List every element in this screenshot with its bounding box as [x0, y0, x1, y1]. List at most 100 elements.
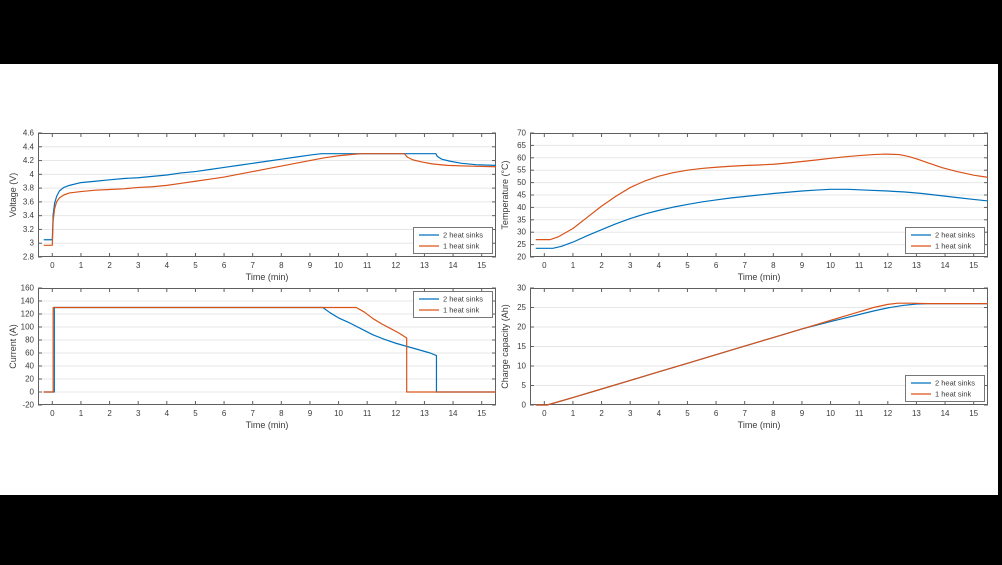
x-tick-label: 14 — [449, 261, 458, 270]
y-tick-label: 4.2 — [23, 156, 35, 165]
y-tick-label: 2.8 — [23, 253, 35, 262]
plot-temperature: 0 1 2 3 4 5 6 7 8 9 10 11 12 13 14 15 20 25 30 35 40 45 50 55 60… — [498, 120, 998, 285]
x-tick-label: 4 — [165, 261, 170, 270]
x-tick-label: 7 — [742, 261, 747, 270]
x-tick-label: 11 — [855, 409, 864, 418]
x-tick-label: 9 — [800, 409, 805, 418]
x-tick-label: 5 — [685, 409, 690, 418]
legend: 2 heat sinks 1 heat sink — [905, 375, 985, 402]
y-tick-label: 4.6 — [23, 129, 35, 138]
y-tick-label: 120 — [21, 310, 35, 319]
x-tick-label: 12 — [391, 409, 400, 418]
x-tick-label: 15 — [969, 409, 978, 418]
x-tick-label: 9 — [800, 261, 805, 270]
x-tick-label: 3 — [628, 261, 633, 270]
y-tick-label: 3.6 — [23, 197, 35, 206]
legend: 2 heat sinks 1 heat sink — [413, 227, 493, 254]
legend-label: 1 heat sink — [443, 306, 480, 315]
y-tick-label: 60 — [25, 349, 34, 358]
y-tick-label: 30 — [517, 228, 526, 237]
x-tick-label: 8 — [279, 409, 284, 418]
y-tick-label: 10 — [517, 362, 526, 371]
y-tick-label: 100 — [21, 323, 35, 332]
x-tick-label: 10 — [826, 261, 835, 270]
x-tick-label: 13 — [912, 409, 921, 418]
axes-box — [38, 133, 496, 257]
x-tick-label: 12 — [883, 409, 892, 418]
y-axis-label: Current (A) — [8, 324, 18, 369]
y-tick-label: 20 — [25, 375, 34, 384]
y-tick-label: -20 — [22, 401, 34, 410]
y-tick-label: 55 — [517, 166, 526, 175]
x-tick-label: 13 — [420, 261, 429, 270]
series-line-1-heat-sink — [535, 153, 989, 241]
series-line-1-heat-sink — [535, 302, 988, 406]
x-tick-label: 2 — [107, 409, 112, 418]
x-tick-label: 2 — [599, 409, 604, 418]
x-tick-label: 11 — [855, 261, 864, 270]
y-tick-label: 4.4 — [23, 142, 35, 151]
y-tick-label: 40 — [25, 362, 34, 371]
x-tick-label: 10 — [334, 409, 343, 418]
series-line-1-heat-sink — [43, 306, 496, 393]
x-axis-label: Time (min) — [246, 420, 289, 430]
legend-box — [413, 227, 493, 254]
legend-box — [905, 227, 985, 254]
y-tick-label: 50 — [517, 178, 526, 187]
letterbox-bottom — [0, 495, 1002, 565]
x-tick-label: 4 — [165, 409, 170, 418]
x-tick-label: 5 — [685, 261, 690, 270]
x-tick-label: 13 — [912, 261, 921, 270]
x-axis-label: Time (min) — [246, 272, 289, 282]
x-tick-label: 9 — [308, 409, 313, 418]
x-tick-label: 8 — [771, 261, 776, 270]
y-axis-label: Charge capacity (Ah) — [500, 304, 510, 389]
legend-label: 1 heat sink — [935, 242, 972, 251]
x-tick-label: 4 — [657, 409, 662, 418]
x-tick-label: 15 — [477, 261, 486, 270]
x-tick-label: 9 — [308, 261, 313, 270]
legend-box — [413, 291, 493, 318]
x-tick-label: 10 — [334, 261, 343, 270]
plot-current: 0 1 2 3 4 5 6 7 8 9 10 11 12 13 14 15 -20 0 20 40 60 80 100 120… — [6, 276, 506, 438]
x-axis-label: Time (min) — [738, 420, 781, 430]
legend-label: 2 heat sinks — [935, 231, 975, 240]
y-tick-label: 4 — [30, 170, 35, 179]
y-tick-label: 60 — [517, 153, 526, 162]
y-tick-label: 25 — [517, 240, 526, 249]
x-tick-label: 1 — [571, 261, 576, 270]
plot-voltage: 0 1 2 3 4 5 6 7 8 9 10 11 12 13 14 15 2.8 3 3.2 3.4 3.6 3.8 4 4… — [6, 120, 506, 285]
x-tick-label: 15 — [969, 261, 978, 270]
x-tick-label: 10 — [826, 409, 835, 418]
legend-label: 2 heat sinks — [443, 295, 483, 304]
x-tick-label: 7 — [250, 261, 255, 270]
x-tick-label: 14 — [449, 409, 458, 418]
plot-charge-capacity: 0 1 2 3 4 5 6 7 8 9 10 11 12 13 14 15 0 5 10 15 20 25 30 Time (… — [498, 276, 998, 438]
y-tick-label: 20 — [517, 323, 526, 332]
y-tick-label: 20 — [517, 253, 526, 262]
x-axis-label: Time (min) — [738, 272, 781, 282]
y-tick-label: 140 — [21, 297, 35, 306]
x-tick-label: 6 — [714, 261, 719, 270]
x-tick-label: 5 — [193, 261, 198, 270]
y-tick-label: 80 — [25, 336, 34, 345]
y-tick-label: 0 — [522, 401, 527, 410]
x-tick-label: 11 — [363, 261, 372, 270]
legend: 2 heat sinks 1 heat sink — [413, 291, 493, 318]
legend-label: 1 heat sink — [443, 242, 480, 251]
y-tick-label: 70 — [517, 129, 526, 138]
x-tick-label: 0 — [542, 409, 547, 418]
y-tick-label: 65 — [517, 141, 526, 150]
x-tick-label: 13 — [420, 409, 429, 418]
y-tick-label: 45 — [517, 191, 526, 200]
x-tick-label: 0 — [50, 409, 55, 418]
series-line-2-heat-sinks — [43, 153, 497, 241]
x-tick-label: 8 — [771, 409, 776, 418]
chart-svg: 0 1 2 3 4 5 6 7 8 9 10 11 12 13 14 152.833.23.43.63.844… — [8, 129, 497, 282]
x-tick-label: 7 — [250, 409, 255, 418]
chart-svg: 0 1 2 3 4 5 6 7 8 9 10 11 12 13 14 15-20020406080100120… — [8, 284, 496, 430]
legend-label: 1 heat sink — [935, 390, 972, 399]
x-tick-label: 0 — [542, 261, 547, 270]
x-tick-label: 2 — [107, 261, 112, 270]
